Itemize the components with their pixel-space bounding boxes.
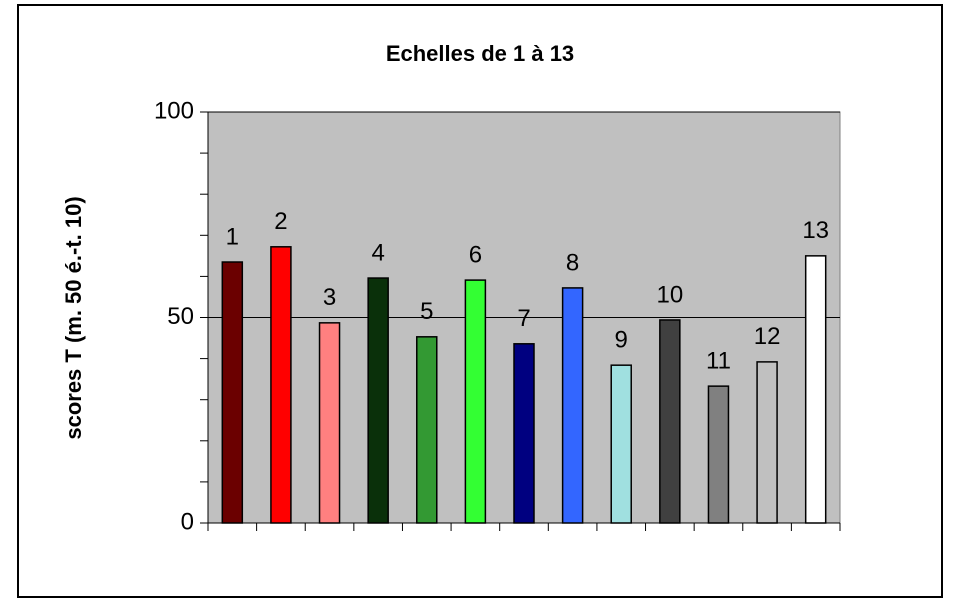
bar (464, 279, 487, 524)
data-label: 3 (323, 284, 336, 311)
bar (610, 364, 632, 524)
bar (318, 322, 341, 524)
bar (756, 361, 778, 524)
y-tick-label: 0 (181, 508, 194, 535)
bar (416, 336, 438, 524)
data-label: 1 (226, 223, 239, 250)
chart-title: Echelles de 1 à 13 (386, 41, 574, 66)
data-label: 13 (802, 217, 829, 244)
bar (221, 261, 244, 524)
data-label: 4 (371, 239, 384, 266)
data-label: 5 (420, 298, 433, 325)
y-tick-label: 100 (154, 97, 194, 124)
bar (270, 246, 292, 524)
bar (804, 255, 827, 524)
bar (659, 319, 681, 524)
data-label: 11 (706, 347, 731, 374)
bar (367, 277, 389, 524)
y-axis-label: scores T (m. 50 é.-t. 10) (61, 196, 86, 439)
data-label: 8 (566, 249, 579, 276)
bar (561, 287, 584, 524)
data-label: 10 (656, 281, 683, 308)
data-label: 7 (517, 305, 530, 332)
data-label: 12 (754, 323, 781, 350)
data-label: 2 (274, 208, 287, 235)
data-label: 6 (469, 241, 482, 268)
data-label: 9 (615, 327, 628, 354)
bar (513, 343, 535, 524)
y-tick-label: 50 (167, 303, 194, 330)
bar (707, 385, 730, 524)
